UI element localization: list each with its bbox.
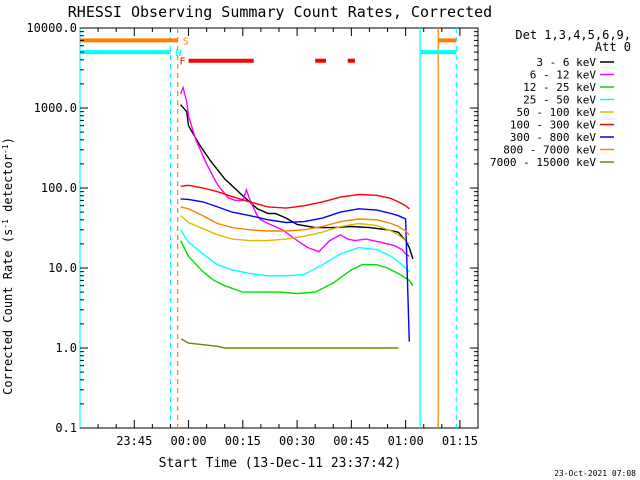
y-tick-label: 10000.0 [26, 21, 77, 35]
series-line [180, 215, 410, 245]
legend-entry-label: 800 - 7000 keV [503, 144, 596, 157]
y-tick-label: 1000.0 [34, 101, 77, 115]
legend-entry-label: 25 - 50 keV [523, 94, 596, 107]
flag-label-s: S [183, 36, 189, 47]
x-tick-label: 01:00 [388, 434, 424, 448]
x-axis-label: Start Time (13-Dec-11 23:37:42) [159, 456, 402, 471]
x-tick-label: 23:45 [116, 434, 152, 448]
series-line [179, 85, 410, 257]
series-line [180, 338, 399, 349]
legend-entry-label: 7000 - 15000 keV [490, 156, 596, 169]
legend-entry-label: 12 - 25 keV [523, 81, 596, 94]
x-tick-label: 00:30 [279, 434, 315, 448]
series-line [180, 184, 410, 210]
legend-entry-label: 3 - 6 keV [536, 56, 596, 69]
series-line [180, 104, 414, 260]
chart-title: RHESSI Observing Summary Count Rates, Co… [68, 3, 492, 21]
legend-entry-label: 50 - 100 keV [517, 106, 597, 119]
legend-entry-label: 6 - 12 keV [530, 69, 597, 82]
x-tick-label: 00:15 [225, 434, 261, 448]
x-tick-label: 00:00 [170, 434, 206, 448]
y-tick-label: 0.1 [55, 421, 77, 435]
y-tick-label: 100.0 [41, 181, 77, 195]
y-tick-label: 1.0 [55, 341, 77, 355]
series-line [180, 206, 410, 236]
series-line [180, 229, 410, 277]
footer-date: 23-Oct-2021 07:08 [554, 469, 636, 478]
legend-header-2: Att 0 [595, 40, 631, 54]
series-line [179, 240, 414, 295]
y-tick-label: 10.0 [48, 261, 77, 275]
legend-entry-label: 300 - 800 keV [510, 131, 596, 144]
legend-entry-label: 100 - 300 keV [510, 119, 596, 132]
legend-header-1: Det 1,3,4,5,6,9, [515, 28, 631, 42]
x-tick-label: 00:45 [333, 434, 369, 448]
x-tick-label: 01:15 [442, 434, 478, 448]
flag-label-n: N [175, 48, 181, 59]
series-line [180, 198, 410, 342]
y-axis-label: Corrected Count Rate (s-1 detector-1) [1, 137, 16, 395]
flag-label-f: F [180, 57, 186, 68]
